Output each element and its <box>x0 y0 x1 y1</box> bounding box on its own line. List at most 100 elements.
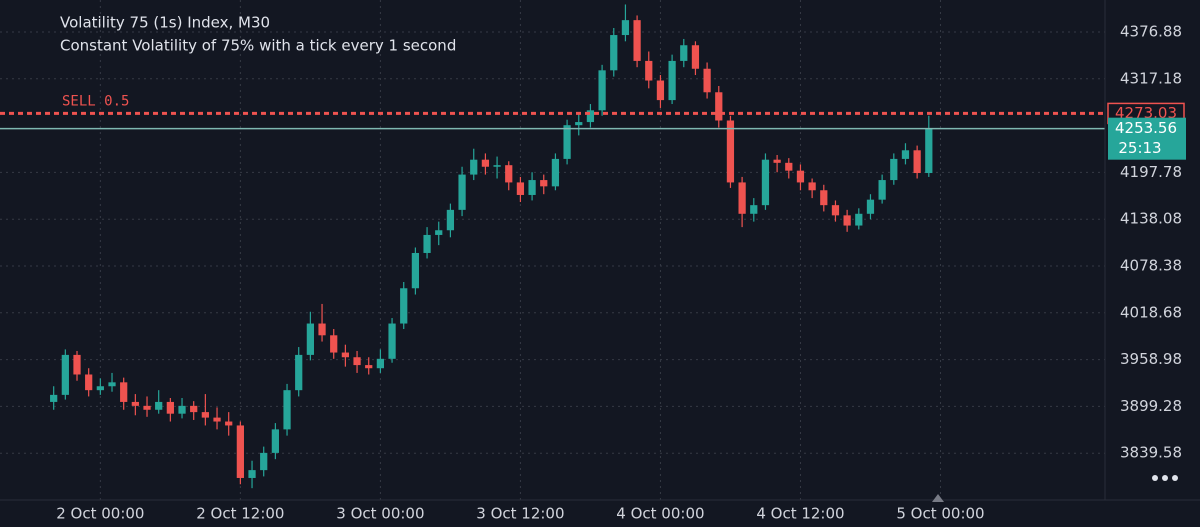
x-tick-label: 2 Oct 00:00 <box>56 505 144 523</box>
candle-body <box>656 80 665 101</box>
candle-body <box>633 20 641 61</box>
candle-body <box>598 70 606 111</box>
candle-body <box>50 394 58 402</box>
candle-body <box>143 405 151 410</box>
candle-body <box>236 425 244 478</box>
candle-body <box>213 417 221 422</box>
candle-body <box>820 190 828 206</box>
candle-body <box>750 205 758 214</box>
order-label: SELL 0.5 <box>62 93 129 109</box>
y-tick-label: 4018.68 <box>1120 303 1182 321</box>
candle-body <box>645 60 653 81</box>
candle-body <box>551 158 560 187</box>
candle-body <box>586 110 595 123</box>
candle-body <box>913 150 921 174</box>
x-tick-label: 3 Oct 00:00 <box>336 505 424 523</box>
candle-body <box>108 382 116 387</box>
candle-body <box>248 470 256 478</box>
candle-body <box>388 323 396 359</box>
candle-body <box>295 354 303 391</box>
candle-body <box>446 209 455 231</box>
menu-dot[interactable] <box>1152 475 1158 481</box>
candle-body <box>785 162 793 171</box>
candle-body <box>493 165 501 167</box>
candle-body <box>283 390 291 430</box>
time-marker <box>932 494 944 502</box>
candle-body <box>470 159 478 175</box>
candle-body <box>855 213 863 226</box>
candle-body <box>178 405 186 414</box>
order-price-label: 4273.03 <box>1115 104 1177 122</box>
y-tick-label: 3899.28 <box>1120 397 1182 415</box>
menu-dot[interactable] <box>1162 475 1168 481</box>
chart-title: Volatility 75 (1s) Index, M30 <box>60 14 270 32</box>
candle-body <box>201 412 209 418</box>
candle-body <box>458 174 466 210</box>
y-tick-label: 4138.08 <box>1120 210 1182 228</box>
more-menu[interactable] <box>1152 475 1178 481</box>
candle-body <box>120 382 128 402</box>
candle-body <box>190 405 198 413</box>
candle-body <box>703 68 711 93</box>
candles <box>50 4 933 489</box>
candle-body <box>878 180 886 200</box>
menu-dot[interactable] <box>1172 475 1178 481</box>
candle-body <box>96 386 104 391</box>
candle-body <box>575 122 583 126</box>
y-tick-label: 4376.88 <box>1120 23 1182 41</box>
candle-body <box>715 92 723 121</box>
candle-body <box>166 401 174 414</box>
candle-body <box>516 182 525 195</box>
candle-body <box>680 45 688 61</box>
candle-body <box>726 120 735 183</box>
x-tick-label: 3 Oct 12:00 <box>476 505 564 523</box>
candle-body <box>761 159 770 206</box>
x-tick-label: 4 Oct 12:00 <box>756 505 844 523</box>
y-tick-label: 3839.58 <box>1120 444 1182 462</box>
candle-body <box>353 357 361 366</box>
x-tick-label: 2 Oct 12:00 <box>196 505 284 523</box>
candle-body <box>738 182 746 214</box>
candle-body <box>901 150 910 159</box>
candle-body <box>481 159 490 167</box>
candle-body <box>831 205 840 216</box>
candle-body <box>435 230 443 235</box>
candle-body <box>376 358 385 369</box>
candle-body <box>691 45 700 69</box>
candle-body <box>423 234 431 253</box>
candle-body <box>925 128 933 174</box>
candle-body <box>540 180 548 187</box>
y-tick-label: 4197.78 <box>1120 163 1182 181</box>
candle-body <box>890 158 898 181</box>
y-tick-label: 3958.98 <box>1120 350 1182 368</box>
y-tick-label: 4078.38 <box>1120 257 1182 275</box>
candle-body <box>260 452 268 471</box>
candle-body <box>610 35 618 71</box>
countdown-label: 25:13 <box>1118 139 1161 157</box>
candle-body <box>365 365 373 369</box>
candle-body <box>73 354 81 375</box>
x-tick-label: 4 Oct 00:00 <box>616 505 704 523</box>
candle-body <box>155 401 163 410</box>
candle-body <box>411 252 420 289</box>
candle-body <box>866 199 875 214</box>
axes: 4376.88 4317.18 4197.78 4138.08 4078.38 4018.… <box>56 23 1182 523</box>
candle-body <box>225 421 233 426</box>
x-tick-label: 5 Oct 00:00 <box>896 505 984 523</box>
candle-body <box>271 429 279 453</box>
candle-body <box>528 180 536 195</box>
candle-body <box>85 374 93 391</box>
chart-subtitle: Constant Volatility of 75% with a tick e… <box>60 37 456 55</box>
candle-body <box>843 215 851 226</box>
candle-body <box>61 354 69 395</box>
candle-body <box>318 323 326 336</box>
candle-body <box>131 401 139 406</box>
candle-body <box>796 170 805 183</box>
y-tick-label: 4317.18 <box>1120 69 1182 87</box>
candle-body <box>808 182 816 191</box>
candle-body <box>330 335 338 353</box>
candle-body <box>306 323 314 355</box>
candle-body <box>621 20 630 36</box>
